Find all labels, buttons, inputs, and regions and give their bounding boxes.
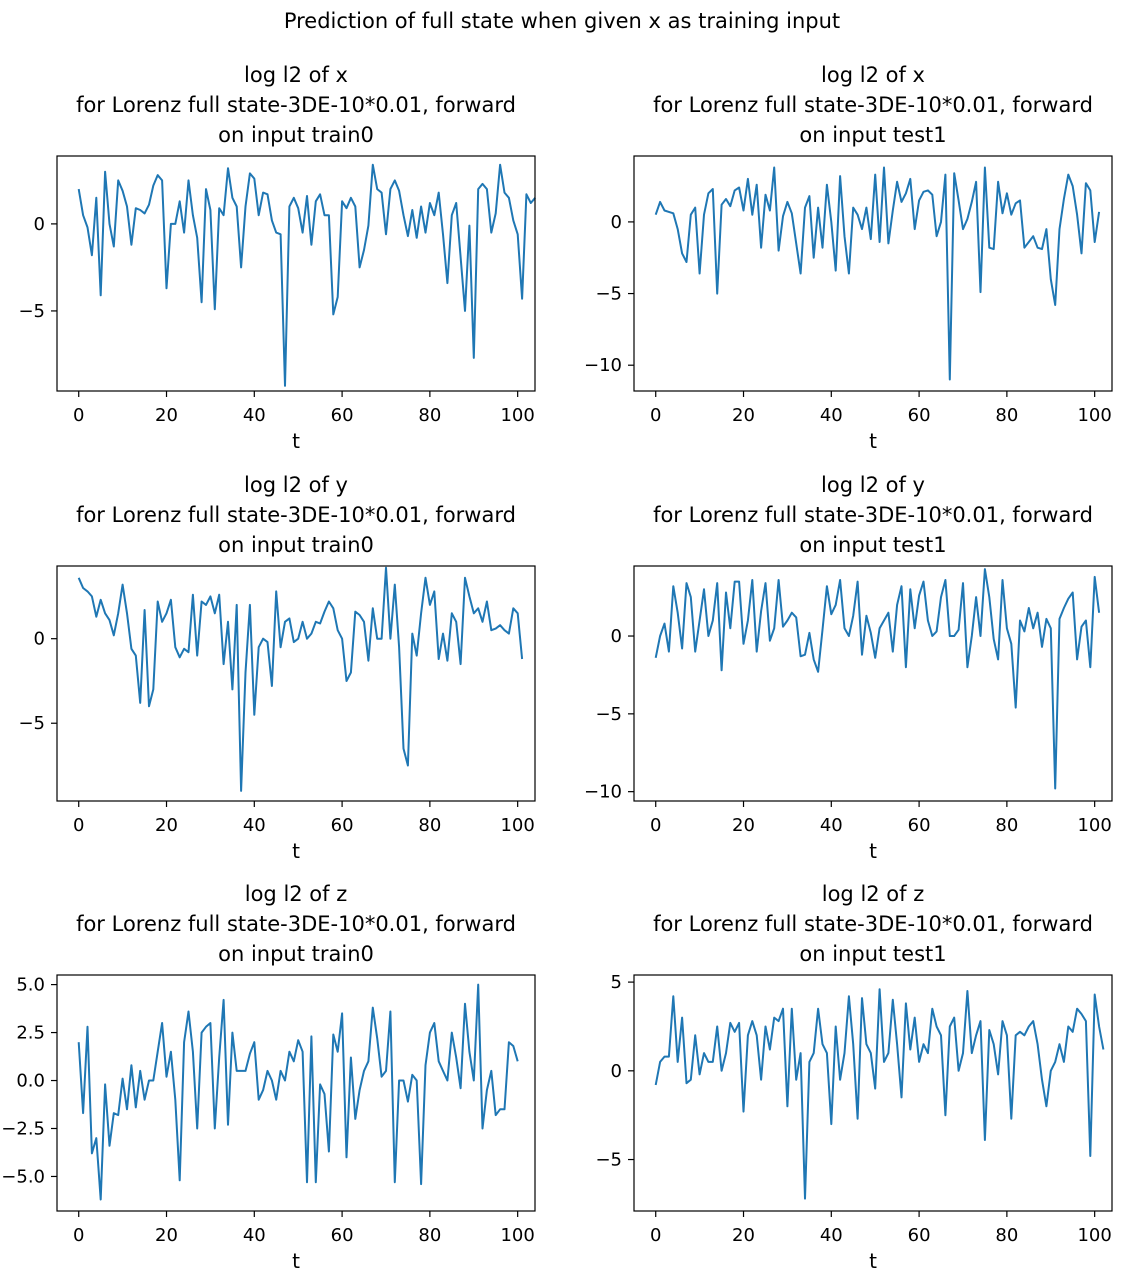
y-tick-label: 0	[611, 1061, 622, 1082]
y-tick-label: 0	[34, 214, 45, 235]
y-tick-label: 0	[611, 212, 622, 233]
subplot-title-line: on input test1	[799, 533, 946, 557]
subplot-title-line: log l2 of z	[822, 882, 925, 906]
x-tick-label: 20	[155, 815, 178, 836]
x-tick-label: 0	[73, 815, 84, 836]
axes-frame	[633, 155, 1113, 392]
x-tick-label: 60	[331, 405, 354, 426]
x-tick-label: 80	[418, 815, 441, 836]
x-tick-label: 100	[500, 1225, 534, 1246]
y-tick-label: 0.0	[16, 1071, 45, 1092]
x-tick-label: 0	[650, 405, 661, 426]
x-axis-label: t	[869, 839, 877, 863]
x-tick-label: 100	[1077, 815, 1111, 836]
axes-frame	[56, 974, 536, 1212]
subplot-title-line: on input train0	[218, 533, 374, 557]
x-tick-label: 40	[820, 815, 843, 836]
x-tick-label: 0	[650, 815, 661, 836]
panel-y-train0: log l2 of y for Lorenz full state-3DE-10*…	[18, 473, 536, 863]
series-line	[654, 166, 1101, 381]
series-line	[77, 983, 519, 1201]
subplot-title-line: on input test1	[799, 942, 946, 966]
series-line	[77, 566, 524, 792]
x-tick-label: 60	[908, 405, 931, 426]
axes-frame	[633, 974, 1113, 1212]
series-line	[77, 163, 536, 387]
subplot-title-line: on input train0	[218, 942, 374, 966]
x-tick-label: 20	[732, 815, 755, 836]
y-tick-label: −2.5	[1, 1118, 45, 1139]
x-tick-label: 80	[995, 405, 1018, 426]
subplot-title-line: log l2 of y	[821, 473, 925, 497]
x-axis-label: t	[292, 1249, 300, 1273]
y-tick-label: −5	[595, 704, 622, 725]
x-tick-label: 0	[73, 405, 84, 426]
x-axis-label: t	[292, 839, 300, 863]
subplot-title-line: for Lorenz full state-3DE-10*0.01, forwa…	[653, 93, 1093, 117]
x-tick-label: 40	[820, 1225, 843, 1246]
x-tick-label: 100	[500, 815, 534, 836]
subplot-title-line: log l2 of x	[821, 63, 925, 87]
x-tick-label: 60	[908, 815, 931, 836]
x-tick-label: 100	[1077, 1225, 1111, 1246]
y-tick-label: −10	[584, 355, 622, 376]
x-tick-label: 0	[73, 1225, 84, 1246]
x-tick-label: 40	[243, 405, 266, 426]
panel-z-test1: log l2 of z for Lorenz full state-3DE-10*…	[595, 882, 1113, 1273]
x-tick-label: 0	[650, 1225, 661, 1246]
x-tick-label: 40	[243, 1225, 266, 1246]
y-tick-label: −5	[18, 301, 45, 322]
panel-z-train0: log l2 of z for Lorenz full state-3DE-10*…	[1, 882, 536, 1273]
x-tick-label: 20	[155, 1225, 178, 1246]
x-axis-label: t	[869, 429, 877, 453]
y-tick-label: 0	[34, 629, 45, 650]
subplot-title-line: for Lorenz full state-3DE-10*0.01, forwa…	[76, 503, 516, 527]
y-tick-label: 5.0	[16, 975, 45, 996]
y-tick-label: 2.5	[16, 1023, 45, 1044]
x-tick-label: 40	[243, 815, 266, 836]
y-tick-label: −5	[18, 713, 45, 734]
x-tick-label: 20	[732, 1225, 755, 1246]
axes-frame	[633, 565, 1113, 802]
x-tick-label: 60	[331, 815, 354, 836]
x-tick-label: 60	[331, 1225, 354, 1246]
subplot-title-line: log l2 of x	[244, 63, 348, 87]
subplots-grid: log l2 of x for Lorenz full state-3DE-10*…	[1, 63, 1113, 1273]
x-tick-label: 100	[500, 405, 534, 426]
subplot-title-line: for Lorenz full state-3DE-10*0.01, forwa…	[653, 503, 1093, 527]
panel-x-test1: log l2 of x for Lorenz full state-3DE-10*…	[584, 63, 1113, 453]
figure-suptitle: Prediction of full state when given x as…	[284, 9, 840, 33]
x-axis-label: t	[292, 429, 300, 453]
x-tick-label: 80	[995, 1225, 1018, 1246]
y-tick-label: −10	[584, 782, 622, 803]
subplot-title-line: on input train0	[218, 123, 374, 147]
x-tick-label: 20	[732, 405, 755, 426]
y-tick-label: −5	[595, 284, 622, 305]
subplot-title-line: for Lorenz full state-3DE-10*0.01, forwa…	[653, 912, 1093, 936]
axes-frame	[56, 155, 536, 392]
series-line	[654, 988, 1105, 1200]
x-tick-label: 100	[1077, 405, 1111, 426]
panel-x-train0: log l2 of x for Lorenz full state-3DE-10*…	[18, 63, 536, 453]
series-line	[654, 568, 1101, 790]
x-tick-label: 80	[418, 1225, 441, 1246]
subplot-title-line: for Lorenz full state-3DE-10*0.01, forwa…	[76, 93, 516, 117]
y-tick-label: −5.0	[1, 1166, 45, 1187]
y-tick-label: 0	[611, 626, 622, 647]
subplot-title-line: log l2 of y	[244, 473, 348, 497]
y-tick-label: −5	[595, 1150, 622, 1171]
x-tick-label: 60	[908, 1225, 931, 1246]
x-tick-label: 80	[418, 405, 441, 426]
x-tick-label: 80	[995, 815, 1018, 836]
y-tick-label: 5	[611, 972, 622, 993]
x-tick-label: 40	[820, 405, 843, 426]
subplot-title-line: for Lorenz full state-3DE-10*0.01, forwa…	[76, 912, 516, 936]
subplot-title-line: on input test1	[799, 123, 946, 147]
panel-y-test1: log l2 of y for Lorenz full state-3DE-10*…	[584, 473, 1113, 863]
axes-frame	[56, 565, 536, 802]
x-axis-label: t	[869, 1249, 877, 1273]
subplot-title-line: log l2 of z	[245, 882, 348, 906]
x-tick-label: 20	[155, 405, 178, 426]
